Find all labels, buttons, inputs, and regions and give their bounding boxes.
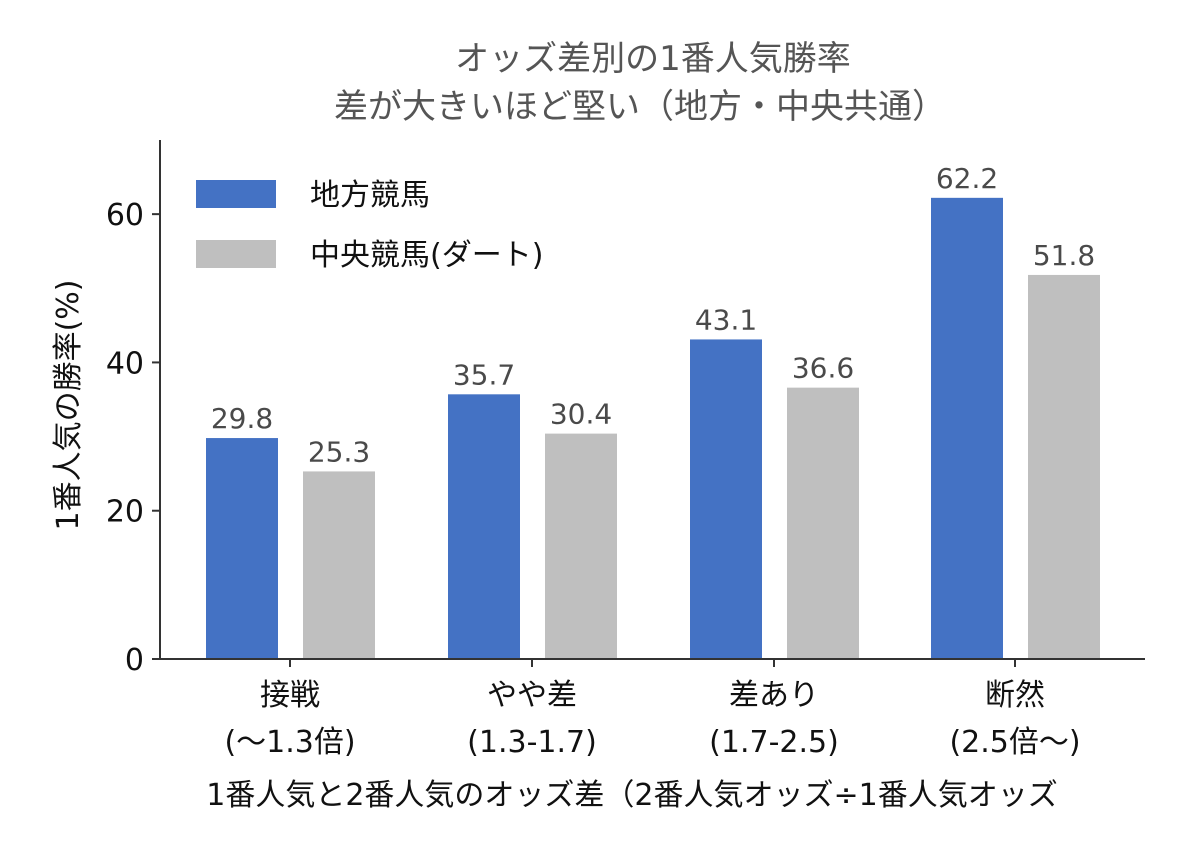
data-label-central-2: 36.6 — [792, 352, 854, 385]
bar-local-2 — [690, 339, 762, 659]
bar-central-2 — [787, 387, 859, 659]
y-axis-label: 1番人気の勝率(%) — [51, 279, 86, 530]
bar-local-1 — [448, 394, 520, 659]
legend-label-central: 中央競馬(ダート) — [310, 238, 543, 273]
chart-title-line-2: 差が大きいほど堅い（地方・中央共通） — [334, 87, 946, 127]
legend-swatch-central — [196, 240, 276, 268]
data-label-central-3: 51.8 — [1033, 239, 1095, 272]
bar-local-0 — [206, 438, 278, 659]
legend: 地方競馬 中央競馬(ダート) — [196, 178, 543, 273]
y-tick-label-20: 20 — [106, 495, 144, 530]
chart-marks: 29.8 35.7 43.1 62.2 25.3 30.4 36.6 51.8 — [206, 162, 1100, 659]
data-label-local-3: 62.2 — [936, 162, 998, 195]
chart-axes: 0 20 40 60 接戦 (〜1.3倍) やや差 (1.3-1.7) 差あり (1.7-2.5)… — [106, 140, 1145, 760]
x-tick-label-2-1: (1.7-2.5) — [709, 725, 839, 760]
x-tick-label-2-0: 差あり — [729, 678, 819, 713]
y-tick-label-40: 40 — [106, 346, 144, 381]
chart-title: オッズ差別の1番人気勝率 差が大きいほど堅い（地方・中央共通） — [334, 39, 946, 127]
y-tick-label-0: 0 — [125, 643, 144, 678]
data-label-local-2: 43.1 — [695, 303, 757, 336]
data-label-central-0: 25.3 — [308, 435, 370, 468]
x-tick-label-3-1: (2.5倍〜) — [949, 725, 1080, 760]
x-axis-label: 1番人気と2番人気のオッズ差（2番人気オッズ÷1番人気オッズ — [206, 778, 1057, 813]
x-tick-label-3-0: 断然 — [985, 678, 1045, 713]
x-tick-label-1-0: やや差 — [487, 678, 577, 713]
data-label-local-1: 35.7 — [453, 358, 515, 391]
legend-label-local: 地方競馬 — [310, 178, 430, 213]
chart-title-line-1: オッズ差別の1番人気勝率 — [455, 39, 851, 79]
data-label-local-0: 29.8 — [211, 402, 273, 435]
y-tick-label-60: 60 — [106, 198, 144, 233]
bar-local-3 — [931, 197, 1003, 659]
x-tick-label-0-0: 接戦 — [260, 678, 320, 713]
x-tick-label-0-1: (〜1.3倍) — [224, 725, 355, 760]
bar-central-1 — [545, 433, 617, 659]
bar-central-3 — [1028, 274, 1100, 659]
bar-central-0 — [303, 471, 375, 659]
legend-swatch-local — [196, 180, 276, 208]
data-label-central-1: 30.4 — [550, 398, 612, 431]
x-tick-label-1-1: (1.3-1.7) — [467, 725, 597, 760]
